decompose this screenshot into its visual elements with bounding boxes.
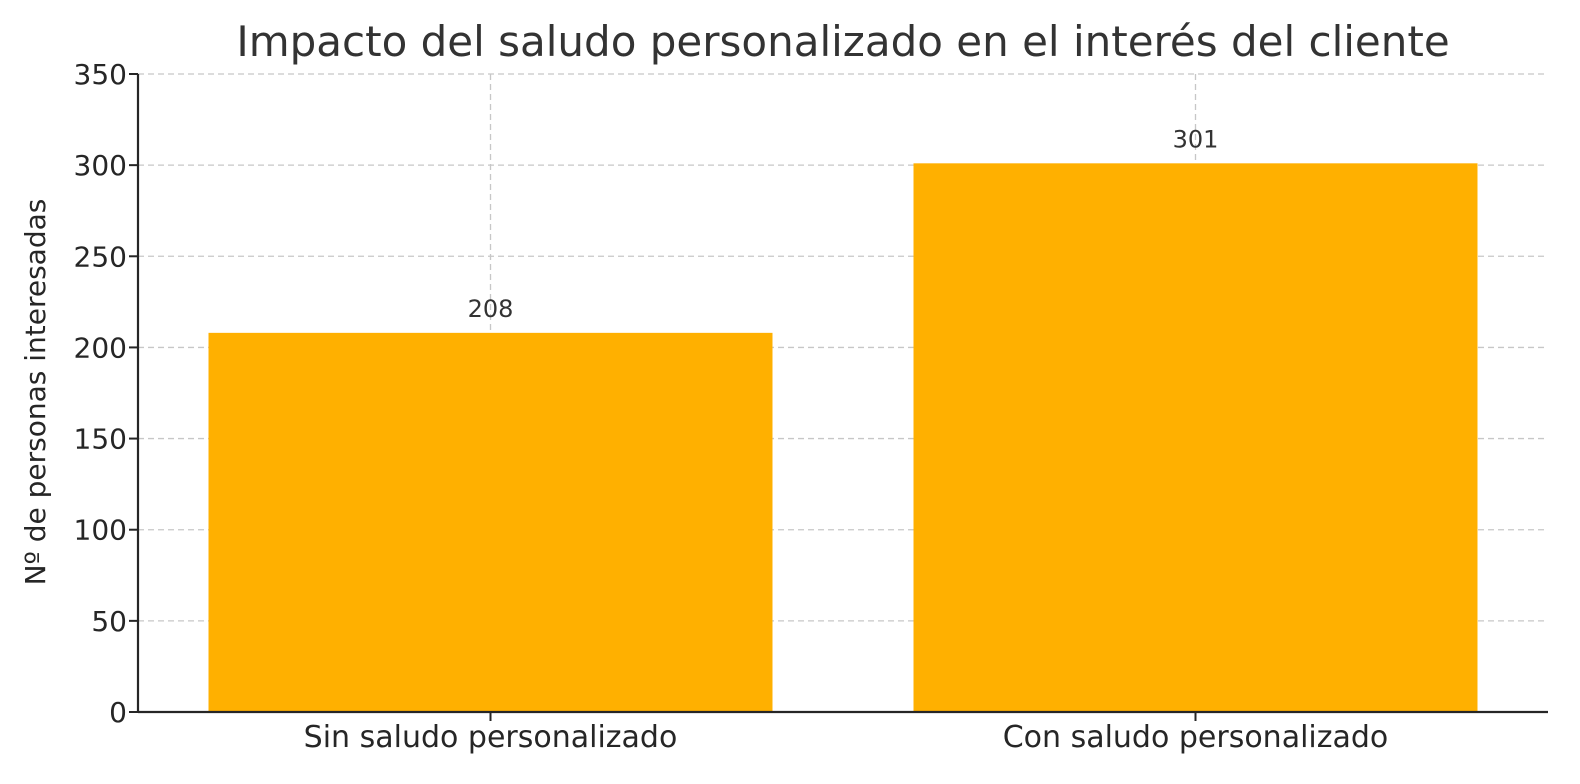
y-tick-label: 50 xyxy=(91,605,127,638)
y-tick-label: 150 xyxy=(74,423,127,456)
x-tick-label: Con saludo personalizado xyxy=(1003,720,1389,755)
x-tick-label: Sin saludo personalizado xyxy=(304,720,678,755)
bar xyxy=(208,332,773,712)
bar-value-label: 301 xyxy=(1173,125,1219,153)
y-axis-title: Nº de personas interesadas xyxy=(19,199,52,586)
bar-value-label: 208 xyxy=(468,295,514,323)
bar xyxy=(913,163,1478,712)
bars xyxy=(208,163,1478,712)
y-tick-label: 100 xyxy=(74,514,127,547)
y-tick-label: 250 xyxy=(74,240,127,273)
data-labels: 208 301 xyxy=(468,125,1219,323)
ticks: 0 50 100 150 200 250 300 350 Sin saludo personal… xyxy=(74,58,1389,755)
y-tick-label: 350 xyxy=(74,58,127,91)
chart-title: Impacto del saludo personalizado en el i… xyxy=(236,17,1449,66)
y-tick-label: 0 xyxy=(109,696,127,729)
y-tick-label: 200 xyxy=(74,331,127,364)
axes xyxy=(136,74,1548,714)
y-tick-label: 300 xyxy=(74,149,127,182)
